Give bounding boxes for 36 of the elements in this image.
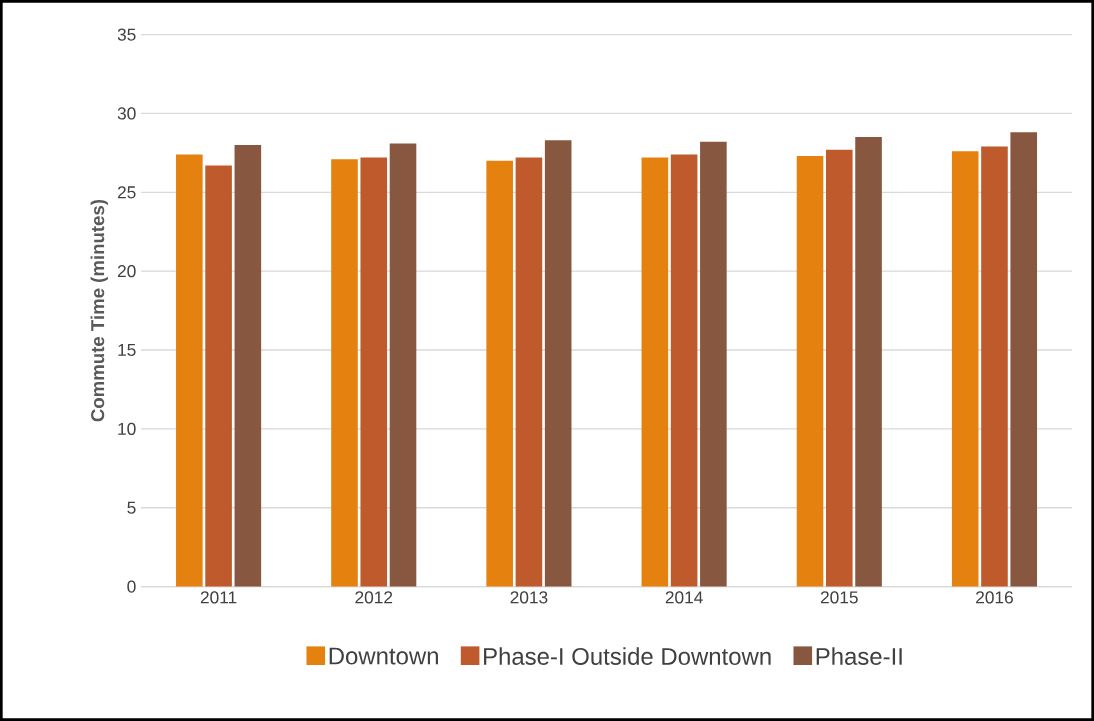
bar [486, 160, 513, 587]
y-tick-label: 30 [117, 107, 136, 120]
y-tick-label: 0 [127, 580, 136, 593]
bar [825, 149, 853, 587]
bar [670, 154, 698, 587]
y-tick-label: 20 [117, 265, 136, 278]
bar [515, 157, 543, 587]
bar [1010, 132, 1038, 587]
x-tick-label: 2016 [976, 591, 1013, 604]
y-tick-label: 5 [127, 501, 136, 514]
y-tick-label: 10 [118, 422, 136, 436]
x-tick-label: 2013 [510, 591, 548, 604]
y-axis-title: Commute Time (minutes) [90, 200, 108, 422]
bar [700, 141, 727, 587]
legend-label: Phase-II [816, 647, 902, 665]
bar [796, 156, 824, 587]
x-tick-label: 2015 [820, 591, 858, 604]
bar [981, 146, 1008, 587]
x-tick-label: 2012 [355, 591, 393, 604]
legend-label: Downtown [329, 647, 438, 665]
legend-label: Phase-I Outside Downtown [484, 647, 771, 665]
bar [389, 143, 417, 587]
x-tick-label: 2014 [665, 591, 703, 604]
bar [641, 157, 669, 587]
bar [176, 154, 203, 587]
bar [951, 151, 979, 587]
y-tick-label: 35 [117, 28, 136, 41]
bar [205, 165, 232, 587]
bar [360, 157, 388, 587]
y-tick-label: 15 [118, 344, 136, 357]
bar [331, 159, 358, 587]
bar [234, 145, 262, 587]
bar [544, 140, 572, 587]
bar [855, 137, 882, 587]
x-tick-label: 2011 [200, 591, 237, 604]
y-tick-label: 25 [117, 186, 136, 199]
